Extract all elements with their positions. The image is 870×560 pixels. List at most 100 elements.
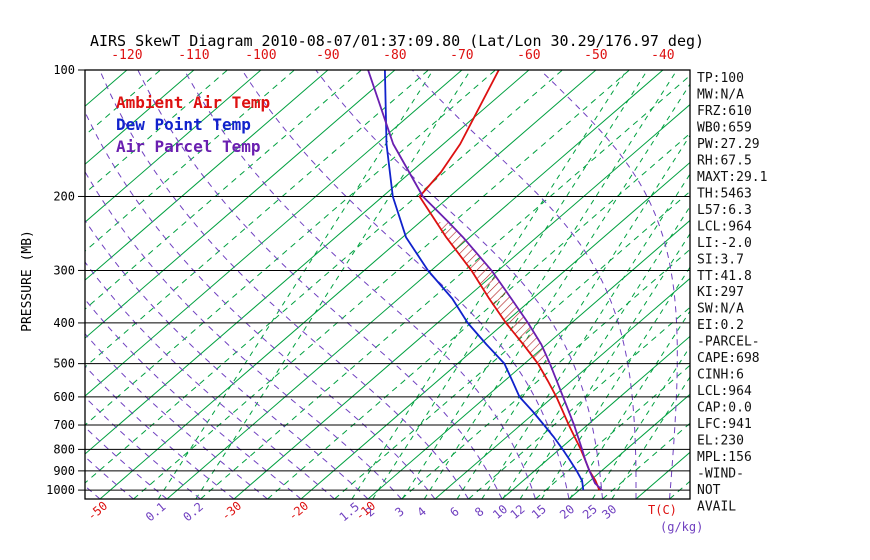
moist-adiabat-line	[539, 70, 678, 499]
pressure-tick-label: 700	[53, 418, 75, 432]
stats-line: RH:67.5	[697, 153, 752, 168]
isotherm-line	[85, 70, 463, 397]
moist-adiabat-line	[85, 396, 201, 499]
top-temp-label: -90	[316, 48, 339, 63]
mixing-ratio-line	[401, 70, 678, 499]
isotherm-dashed-line	[85, 70, 496, 426]
isotherm-line	[99, 70, 597, 499]
pressure-tick-label: 800	[53, 442, 75, 456]
stats-line: CAP:0.0	[697, 401, 752, 416]
bottom-temp-label: -50	[85, 499, 111, 524]
temp-unit-label: T(C)	[648, 503, 677, 517]
stats-line: CINH:6	[697, 368, 744, 383]
plot-grid	[85, 70, 870, 499]
moist-adiabat-line	[137, 70, 503, 499]
pressure-tick-label: 900	[53, 464, 75, 478]
isotherm-line	[568, 393, 690, 499]
stats-line: AVAIL	[697, 500, 736, 515]
mixing-ratio-label: 12	[507, 502, 527, 522]
stats-line: NOT	[697, 483, 721, 498]
legend-air-parcel-temp: Air Parcel Temp	[116, 137, 261, 156]
pressure-tick-label: 500	[53, 357, 75, 371]
top-temp-label: -100	[245, 48, 276, 63]
stats-line: TP:100	[697, 71, 744, 86]
top-temp-label: -60	[517, 48, 540, 63]
moist-adiabat-line	[241, 70, 570, 499]
stats-line: WB0:659	[697, 120, 752, 135]
legend-dew-point-temp: Dew Point Temp	[116, 115, 251, 134]
isotherm-dashed-line	[737, 70, 870, 499]
isotherm-dashed-line	[334, 190, 690, 499]
stats-line: KI:297	[697, 285, 744, 300]
isotherm-line	[85, 70, 195, 165]
dewpoint-curve	[384, 70, 585, 491]
mixing-ratio-label: 3	[392, 504, 407, 519]
mixing-ratio-label: 0.1	[143, 500, 169, 525]
stats-line: TT:41.8	[697, 269, 752, 284]
mixing-ratio-line	[592, 345, 690, 499]
stats-line: SI:3.7	[697, 252, 744, 267]
moist-adiabat-line	[85, 170, 402, 499]
plot-border	[84, 69, 691, 500]
isotherm-line	[85, 70, 396, 339]
moist-adiabat-line	[315, 70, 603, 499]
top-temp-label: -50	[584, 48, 607, 63]
stats-line: EL:230	[697, 434, 744, 449]
mixing-ratio-line	[372, 70, 648, 499]
isotherm-line	[85, 70, 329, 281]
stats-line: -WIND-	[697, 467, 744, 482]
stats-line: PW:27.29	[697, 137, 760, 152]
pressure-tick-label: 1000	[46, 483, 75, 497]
pressure-axis-label: PRESSURE (MB)	[20, 230, 35, 332]
top-temp-label: -120	[111, 48, 142, 63]
mixing-ratio-label: 20	[557, 502, 577, 522]
stats-line: LCL:964	[697, 384, 752, 399]
isotherm-line	[166, 70, 664, 499]
isotherm-line	[300, 161, 690, 499]
moist-adiabat-line	[183, 70, 536, 499]
stats-line: MW:N/A	[697, 88, 744, 103]
pressure-tick-label: 100	[53, 63, 75, 77]
isotherm-dashed-line	[468, 306, 690, 499]
mixing-ratio-line	[519, 232, 690, 499]
moist-adiabat-line	[85, 219, 369, 499]
mixing-ratio-line	[423, 83, 690, 499]
mixing-ratio-label: 0.2	[180, 500, 206, 525]
mixing-ratio-line	[195, 70, 472, 499]
isotherm-line	[367, 219, 690, 499]
mixing-ratio-line	[569, 310, 690, 499]
stats-line: L57:6.3	[697, 203, 752, 218]
top-temp-label: -110	[178, 48, 209, 63]
isotherm-line	[501, 335, 690, 499]
mixing-ratio-label: 6	[447, 504, 462, 519]
mixing-ratio-label: 25	[580, 502, 600, 522]
isotherm-dashed-line	[267, 132, 690, 499]
bottom-temp-label: -20	[286, 499, 312, 524]
stats-line: LI:-2.0	[697, 236, 752, 251]
mixing-ratio-line	[611, 376, 690, 499]
ambient-temp-curve	[418, 70, 601, 491]
stats-line: LFC:941	[697, 417, 752, 432]
mixing-ratio-line	[481, 173, 690, 499]
mr-unit-label: (g/kg)	[660, 520, 703, 534]
stats-line: MPL:156	[697, 450, 752, 465]
stats-line: SW:N/A	[697, 302, 744, 317]
cape-hatch-area	[436, 222, 550, 364]
isotherm-line	[635, 451, 690, 499]
isotherm-dashed-line	[133, 70, 630, 499]
mixing-ratio-line	[502, 205, 690, 499]
isotherm-line	[434, 277, 690, 499]
moist-adiabat-line	[411, 70, 637, 499]
stats-line: TH:5463	[697, 186, 752, 201]
isotherm-line	[85, 70, 530, 455]
legend-ambient-air-temp: Ambient Air Temp	[116, 93, 270, 112]
chart-title: AIRS SkewT Diagram 2010-08-07/01:37:09.8…	[90, 32, 704, 50]
parcel-temp-curve	[367, 70, 603, 491]
mixing-ratio-label: 4	[414, 504, 429, 519]
mixing-ratio-label: 8	[472, 504, 487, 519]
pressure-tick-label: 300	[53, 263, 75, 277]
pressure-tick-label: 600	[53, 390, 75, 404]
